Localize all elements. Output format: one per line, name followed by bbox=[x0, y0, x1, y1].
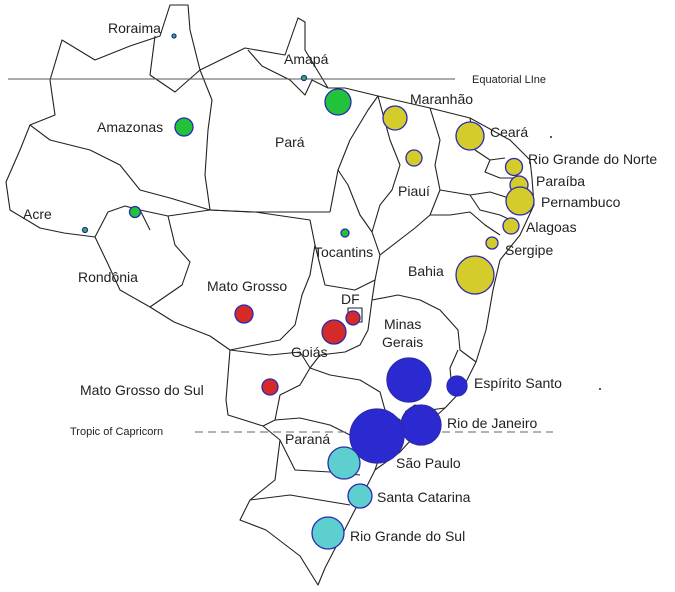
label-rio-de-janeiro: Rio de Janeiro bbox=[447, 415, 537, 431]
bubble-rio-grande-do-norte bbox=[504, 157, 524, 177]
bubble-santa-catarina bbox=[347, 483, 373, 509]
tropic-label: Tropic of Capricorn bbox=[70, 426, 163, 438]
border-amazonas-para bbox=[199, 69, 213, 211]
bubble-maranhao bbox=[382, 105, 408, 131]
bubble-goias bbox=[321, 319, 347, 345]
border-rondonia bbox=[139, 209, 191, 308]
label-roraima: Roraima bbox=[108, 20, 161, 36]
bubble-rio-grande-do-sul bbox=[311, 516, 345, 550]
label-maranhao: Maranhão bbox=[410, 91, 473, 107]
border-goias-minas bbox=[309, 299, 373, 369]
bubble-alagoas bbox=[502, 217, 520, 235]
bubble-minas-gerais bbox=[386, 357, 432, 403]
label-mato-grosso-do-sul: Mato Grosso do Sul bbox=[80, 382, 204, 398]
border-sc-rs bbox=[249, 494, 351, 506]
bubble-amazonas bbox=[174, 117, 194, 137]
label-minas-gerais-line1: Minas bbox=[384, 316, 421, 332]
border-para-tocantins bbox=[329, 95, 379, 213]
label-df: DF bbox=[341, 291, 360, 307]
bubble-rio-de-janeiro bbox=[400, 404, 442, 446]
label-rio-grande-do-norte: Rio Grande do Norte bbox=[528, 151, 657, 167]
label-sao-paulo: São Paulo bbox=[396, 455, 461, 471]
label-espirito-santo: Espírito Santo bbox=[474, 375, 562, 391]
border-acre bbox=[94, 205, 151, 238]
bubble-sao-paulo bbox=[349, 408, 405, 464]
bubble-amapa bbox=[300, 74, 308, 82]
label-alagoas: Alagoas bbox=[526, 219, 577, 235]
bubble-acre bbox=[81, 226, 89, 234]
border-amapa bbox=[247, 49, 329, 96]
label-piaui: Piauí bbox=[398, 183, 430, 199]
label-rondonia: Rondônia bbox=[78, 269, 138, 285]
bubble-ceara bbox=[455, 121, 485, 151]
border-mato-grosso bbox=[167, 209, 316, 351]
label-tocantins: Tocantins bbox=[314, 244, 373, 260]
label-ceara: Ceará bbox=[490, 124, 528, 140]
label-pernambuco: Pernambuco bbox=[541, 194, 621, 210]
bubble-df bbox=[345, 310, 361, 326]
label-para: Pará bbox=[275, 134, 305, 150]
bubble-piaui bbox=[405, 149, 423, 167]
border-bahia-south bbox=[371, 279, 477, 363]
label-amapa: Amapá bbox=[284, 51, 329, 67]
marker-dot bbox=[550, 136, 552, 138]
border-bahia-north bbox=[430, 211, 501, 236]
border-roraima bbox=[149, 35, 201, 93]
equator-label: Equatorial LIne bbox=[472, 74, 546, 86]
label-mato-grosso: Mato Grosso bbox=[207, 278, 287, 294]
bubble-roraima bbox=[171, 33, 177, 39]
label-acre: Acre bbox=[23, 206, 52, 222]
label-amazonas: Amazonas bbox=[97, 119, 163, 135]
bubble-mato-grosso-do-sul bbox=[261, 378, 279, 396]
bubble-espirito-santo bbox=[446, 375, 468, 397]
label-minas-gerais-line2: Gerais bbox=[382, 334, 423, 350]
bubble-bahia bbox=[455, 255, 495, 295]
border-ms bbox=[229, 349, 311, 427]
border-rn-paraiba bbox=[484, 159, 520, 179]
bubble-para bbox=[324, 88, 352, 116]
bubble-parana bbox=[327, 446, 361, 480]
label-santa-catarina: Santa Catarina bbox=[377, 489, 471, 505]
label-sergipe: Sergipe bbox=[505, 242, 553, 258]
bubble-pernambuco bbox=[505, 186, 535, 216]
bubble-tocantins bbox=[340, 228, 350, 238]
label-parana: Paraná bbox=[285, 431, 330, 447]
label-rio-grande-do-sul: Rio Grande do Sul bbox=[350, 528, 465, 544]
bubble-rondonia bbox=[128, 205, 142, 219]
label-paraiba: Paraíba bbox=[536, 173, 585, 189]
marker-dot bbox=[599, 388, 601, 390]
bubble-sergipe bbox=[485, 236, 499, 250]
label-goias: Goiás bbox=[291, 344, 328, 360]
border-minas-sp bbox=[309, 367, 421, 431]
label-bahia: Bahia bbox=[408, 263, 444, 279]
border-maranhao-piaui bbox=[371, 95, 401, 233]
bubble-mato-grosso bbox=[234, 304, 254, 324]
